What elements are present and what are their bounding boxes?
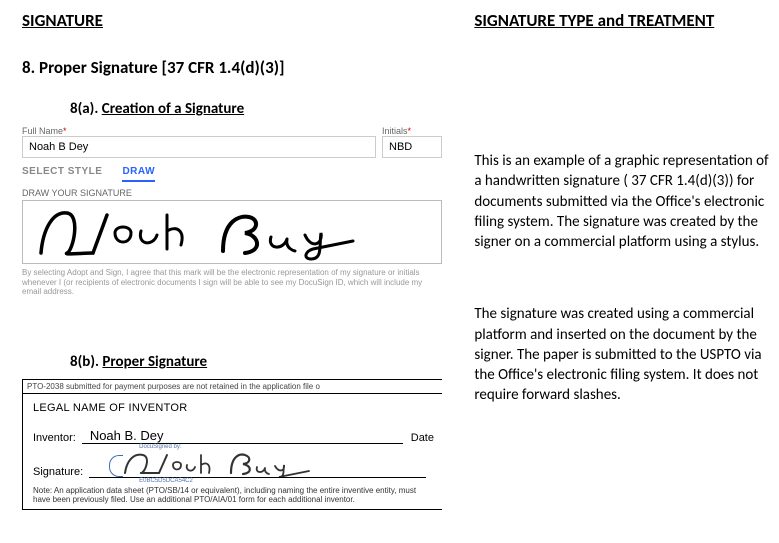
initials-label-text: Initials [382,126,408,136]
tab-draw[interactable]: DRAW [122,166,155,182]
style-tabs: SELECT STYLE DRAW [22,166,442,182]
right-column: SIGNATURE TYPE and TREATMENT This is an … [474,10,769,510]
signature-creation-widget: Full Name* Initials* SELECT STYLE DRAW D… [22,126,442,297]
inventor-label: Inventor: [33,432,76,444]
draw-signature-label: DRAW YOUR SIGNATURE [22,188,442,198]
signature-field: DocuSigned by: E0BC5D5DCA54C2 [89,450,426,478]
description-8b: The signature was created using a commer… [474,304,769,405]
form-top-strip: PTO-2038 submitted for payment purposes … [23,380,442,394]
fullname-label: Full Name* [22,126,376,136]
fullname-field: Full Name* [22,126,376,158]
sub-8b-num: 8(b). [70,353,99,371]
inventor-line: Inventor: Noah B. Dey Date [33,424,434,444]
fullname-input[interactable] [22,136,376,158]
initials-field: Initials* [382,126,442,158]
initials-label: Initials* [382,126,442,136]
treatment-heading: SIGNATURE TYPE and TREATMENT [474,10,769,31]
date-label: Date [411,432,434,444]
docusign-id: E0BC5D5DCA54C2 [139,478,193,484]
sub-8a-num: 8(a). [70,100,98,118]
sub-8b-title: 8(b). Proper Signature [70,353,444,371]
inserted-signature-svg [119,449,379,477]
initials-input[interactable] [382,136,442,158]
form-note: Note: An application data sheet (PTO/SB/… [33,486,434,505]
sub-8a-title: 8(a). Creation of a Signature [70,100,444,118]
section-number: 8. [22,57,35,78]
sub-8a-text: Creation of a Signature [102,100,244,118]
inventor-form-snippet: PTO-2038 submitted for payment purposes … [22,379,442,510]
handwritten-signature-svg [23,201,442,264]
required-asterisk-2: * [408,126,412,136]
signature-label: Signature: [33,466,83,478]
signature-draw-area[interactable] [22,200,442,264]
inventor-name-value: Noah B. Dey [82,428,164,443]
section-text: Proper Signature [37 CFR 1.4(d)(3)] [39,57,285,78]
section-8-title: 8. Proper Signature [37 CFR 1.4(d)(3)] [22,57,444,78]
signature-heading: SIGNATURE [22,10,444,31]
required-asterisk: * [63,126,67,136]
left-column: SIGNATURE 8. Proper Signature [37 CFR 1.… [22,10,444,510]
form-body: LEGAL NAME OF INVENTOR Inventor: Noah B.… [23,394,442,509]
adopt-sign-disclaimer: By selecting Adopt and Sign, I agree tha… [22,268,442,297]
fullname-label-text: Full Name [22,126,63,136]
legal-name-label: LEGAL NAME OF INVENTOR [33,402,434,414]
inventor-name-field: Noah B. Dey [82,424,403,444]
tab-select-style[interactable]: SELECT STYLE [22,166,102,182]
description-8a: This is an example of a graphic represen… [474,151,769,252]
sub-8b-text: Proper Signature [102,353,207,371]
signature-line: Signature: DocuSigned by: [33,450,434,478]
page-layout: SIGNATURE 8. Proper Signature [37 CFR 1.… [22,10,769,510]
